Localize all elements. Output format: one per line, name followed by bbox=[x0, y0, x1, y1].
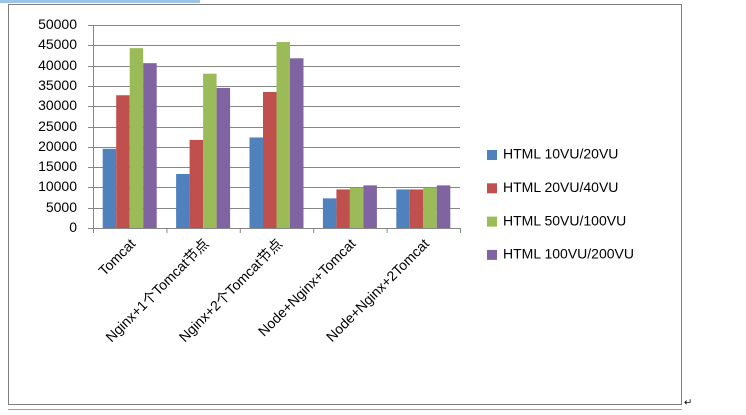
y-tick-label: 20000 bbox=[38, 138, 77, 154]
bar bbox=[363, 185, 377, 228]
y-tick-label: 15000 bbox=[38, 158, 77, 174]
bar bbox=[249, 137, 263, 228]
bar bbox=[189, 139, 204, 228]
legend-label: HTML 100VU/200VU bbox=[503, 246, 634, 262]
bar bbox=[143, 63, 157, 228]
legend-swatch bbox=[487, 183, 497, 194]
y-tick-label: 50000 bbox=[38, 16, 77, 32]
bar bbox=[116, 95, 130, 228]
bar bbox=[322, 198, 337, 228]
paragraph-mark: ↵ bbox=[684, 398, 692, 409]
bar bbox=[409, 189, 424, 228]
legend-swatch bbox=[487, 216, 497, 227]
bar bbox=[102, 148, 117, 228]
legend-swatch bbox=[487, 150, 497, 160]
y-tick-label: 0 bbox=[69, 219, 77, 235]
bar bbox=[276, 42, 290, 228]
legend-swatch bbox=[487, 249, 497, 260]
chart-frame bbox=[8, 4, 682, 405]
legend-label: HTML 20VU/40VU bbox=[503, 179, 618, 195]
y-tick-label: 25000 bbox=[38, 118, 77, 134]
bar bbox=[263, 91, 277, 229]
bar bbox=[349, 187, 364, 228]
bar bbox=[396, 189, 410, 228]
legend-label: HTML 50VU/100VU bbox=[503, 212, 626, 228]
bar bbox=[216, 87, 231, 229]
x-tick-label: Tomcat bbox=[95, 235, 138, 278]
y-tick-label: 10000 bbox=[38, 178, 77, 194]
y-tick-label: 5000 bbox=[46, 199, 77, 215]
bar bbox=[423, 187, 437, 228]
y-tick-label: 35000 bbox=[38, 77, 77, 93]
bar bbox=[176, 174, 190, 228]
bar bbox=[436, 185, 451, 228]
y-tick-label: 30000 bbox=[38, 97, 77, 113]
bar bbox=[336, 189, 350, 228]
bar bbox=[129, 48, 144, 228]
legend-label: HTML 10VU/20VU bbox=[503, 146, 618, 162]
bar bbox=[203, 73, 217, 228]
y-tick-label: 40000 bbox=[38, 57, 77, 73]
y-tick-label: 45000 bbox=[38, 36, 77, 52]
bar bbox=[290, 58, 304, 229]
